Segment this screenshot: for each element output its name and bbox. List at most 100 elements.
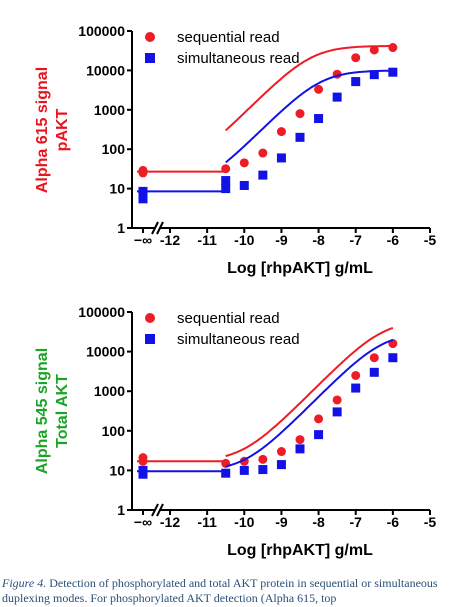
data-point-sequential-read (314, 84, 324, 94)
x-tick-label: -5 (424, 232, 437, 248)
y-tick-label: 10 (109, 462, 125, 478)
data-point-simultaneous-read (369, 70, 379, 80)
y-tick-label: 100000 (78, 304, 125, 320)
data-point-sequential-read (276, 447, 286, 457)
x-tick-label: -11 (197, 514, 217, 530)
data-point-simultaneous-read (295, 132, 305, 142)
fit-curve-simultaneous-read (225, 338, 394, 468)
x-axis-title: Log [rhpAKT] g/mL (227, 260, 373, 277)
data-point-simultaneous-read (314, 430, 324, 440)
data-point-zero-dose-simultaneous-read (138, 186, 148, 196)
x-tick-label: -12 (160, 232, 180, 248)
data-point-sequential-read (295, 109, 305, 119)
data-point-simultaneous-read (276, 460, 286, 470)
figure-caption: Figure 4. Detection of phosphorylated an… (2, 576, 472, 607)
x-tick-label: -9 (275, 232, 288, 248)
x-tick-label: -11 (197, 232, 217, 248)
legend-label-simultaneous-read: simultaneous read (177, 50, 300, 67)
x-tick-label: -7 (349, 232, 362, 248)
legend-label-sequential-read: sequential read (177, 310, 280, 327)
y-tick-label: 10 (109, 181, 125, 197)
y-tick-label: 10000 (86, 62, 125, 78)
fit-curve-simultaneous-read (225, 69, 393, 164)
x-tick-label: -5 (424, 514, 437, 530)
chart-panel-pakt: 1 10 100 1000 10000 100000 −∞ -12 -11 -10 -9 -8 -7 -6… (34, 23, 436, 277)
x-tick-label: -6 (387, 514, 400, 530)
figure-caption-lead: Figure 4. (2, 576, 47, 590)
x-axis-break-mark (156, 503, 164, 517)
y-tick-label: 100 (102, 141, 126, 157)
legend-label-sequential-read: sequential read (177, 29, 280, 46)
y-tick-label: 100 (102, 423, 126, 439)
data-point-simultaneous-read (332, 92, 342, 102)
figure-caption-text: Detection of phosphorylated and total AK… (2, 576, 438, 605)
data-point-simultaneous-read (295, 444, 305, 454)
data-point-sequential-read (221, 164, 231, 174)
data-point-simultaneous-read (351, 383, 361, 393)
data-point-sequential-read (258, 454, 268, 464)
y-tick-label: 1 (117, 220, 125, 236)
data-point-simultaneous-read (239, 465, 249, 475)
data-point-zero-dose-sequential-read (138, 453, 148, 463)
x-tick-label: -9 (275, 514, 288, 530)
data-point-sequential-read (258, 148, 268, 158)
data-point-simultaneous-read (314, 114, 324, 124)
data-point-simultaneous-read (239, 180, 249, 190)
x-tick-label: -8 (312, 232, 325, 248)
data-point-sequential-read (388, 43, 398, 53)
x-tick-label: -8 (312, 514, 325, 530)
x-tick-label: -6 (387, 232, 400, 248)
fit-curve-sequential-read (225, 327, 394, 457)
legend-marker-simultaneous-read (145, 53, 155, 63)
x-tick-label: -7 (349, 514, 362, 530)
y-axis-title-line: Alpha 615 signal (34, 67, 51, 193)
x-tick-label-zero: −∞ (134, 514, 152, 530)
y-axis-title-line: Total AKT (54, 374, 71, 448)
y-tick-label: 1000 (94, 102, 125, 118)
x-axis-break-mark (151, 221, 159, 235)
x-tick-label: -10 (234, 514, 254, 530)
data-point-sequential-read (295, 435, 305, 445)
legend-label-simultaneous-read: simultaneous read (177, 331, 300, 348)
legend-marker-simultaneous-read (145, 334, 155, 344)
data-point-simultaneous-read (221, 468, 231, 478)
data-point-zero-dose-simultaneous-read (138, 194, 148, 204)
legend-marker-sequential-read (145, 313, 155, 323)
data-point-simultaneous-read (258, 465, 268, 475)
data-point-sequential-read (239, 158, 249, 168)
y-axis-title-line: Alpha 545 signal (34, 348, 51, 474)
data-point-sequential-read (276, 127, 286, 137)
x-tick-label: -10 (234, 232, 254, 248)
chart-panel-total-akt: 1 10 100 1000 10000 100000 −∞ -12 -11 -10 -9 -8 -7 -6… (34, 304, 436, 559)
data-point-sequential-read (332, 395, 342, 405)
data-point-simultaneous-read (258, 170, 268, 180)
y-tick-label: 10000 (86, 344, 125, 360)
data-point-simultaneous-read (221, 176, 231, 186)
data-point-zero-dose-sequential-read (138, 165, 148, 175)
data-point-sequential-read (314, 414, 324, 424)
y-axis-title-line: pAKT (54, 108, 71, 151)
data-point-sequential-read (351, 53, 361, 63)
data-point-simultaneous-read (388, 353, 398, 363)
y-tick-label: 1 (117, 502, 125, 518)
data-point-simultaneous-read (332, 407, 342, 417)
data-point-sequential-read (369, 353, 379, 363)
data-point-zero-dose-simultaneous-read (138, 465, 148, 475)
y-tick-label: 1000 (94, 383, 125, 399)
y-tick-label: 100000 (78, 23, 125, 39)
x-axis-break-mark (156, 221, 164, 235)
x-axis-break-mark (151, 503, 159, 517)
data-point-simultaneous-read (276, 153, 286, 163)
data-point-sequential-read (351, 370, 361, 380)
data-point-simultaneous-read (369, 367, 379, 377)
x-axis-title: Log [rhpAKT] g/mL (227, 542, 373, 559)
data-point-simultaneous-read (388, 67, 398, 77)
data-point-simultaneous-read (351, 77, 361, 87)
x-tick-label: -12 (160, 514, 180, 530)
fit-curve-sequential-read (225, 45, 393, 132)
data-point-simultaneous-read (221, 184, 231, 194)
data-point-sequential-read (369, 45, 379, 55)
legend-marker-sequential-read (145, 32, 155, 42)
x-tick-label-zero: −∞ (134, 232, 152, 248)
